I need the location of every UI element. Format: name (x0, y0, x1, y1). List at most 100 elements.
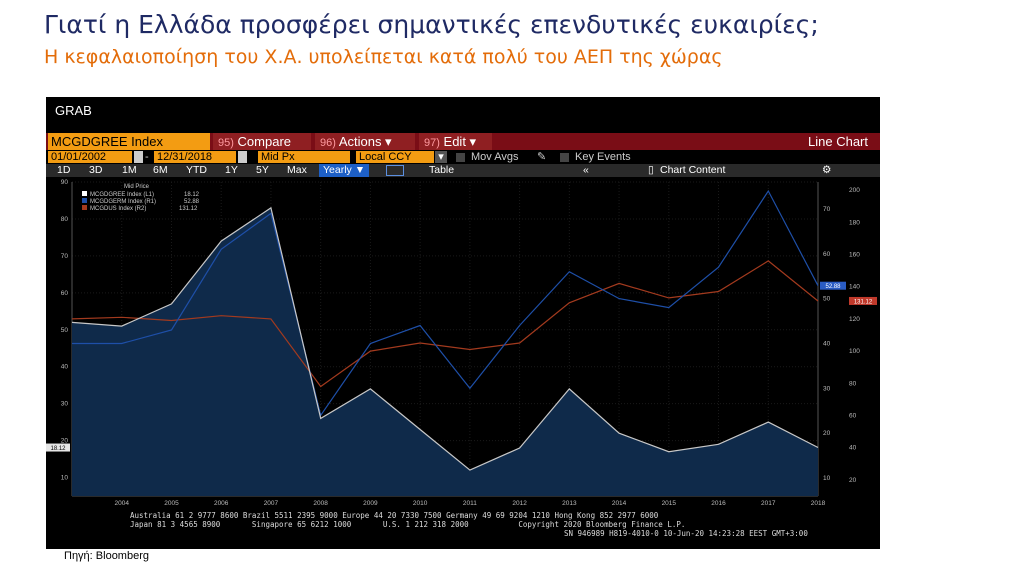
range-toolbar: 1D 3D 1M 6M YTD 1Y 5Y Max Yearly ▼ Table… (46, 164, 880, 177)
footer-line-3: SN 946989 H819-4010-0 10-Jun-20 14:23:28… (564, 529, 808, 538)
x-tick-label: 2016 (711, 500, 726, 507)
price-field-select[interactable]: Mid Px (258, 151, 350, 163)
right2-tick-label: 20 (849, 477, 857, 484)
x-tick-label: 2018 (811, 500, 826, 507)
us-last-badge-bg (849, 296, 877, 305)
edit-number: 97) (424, 137, 440, 149)
range-5y[interactable]: 5Y (256, 164, 269, 176)
actions-menu[interactable]: 96) Actions ▾ (315, 133, 415, 150)
mov-avgs-checkbox[interactable] (456, 153, 465, 162)
period-select[interactable]: Yearly ▼ (319, 164, 370, 177)
table-button[interactable]: Table (429, 164, 455, 176)
germany-last-badge-text: 52.88 (825, 284, 841, 290)
start-date-field[interactable]: 01/01/2002 (48, 151, 132, 163)
germany-last-badge-bg (820, 281, 846, 290)
right2-tick-label: 200 (849, 187, 860, 194)
left-tick-label: 20 (61, 438, 69, 445)
range-max[interactable]: Max (287, 164, 307, 176)
right2-tick-label: 60 (849, 412, 857, 419)
function-toolbar: MCGDGREE Index 95) Compare 96) Actions ▾… (46, 133, 880, 150)
chart-type-label: Line Chart (808, 134, 868, 149)
source-note: Πηγή: Bloomberg (64, 550, 149, 562)
collapse-icon[interactable]: « (583, 164, 589, 176)
range-ytd[interactable]: YTD (186, 164, 207, 176)
slide-title: Γιατί η Ελλάδα προσφέρει σημαντικές επεν… (44, 10, 819, 39)
legend: Mid Price MCGDGREE Index (L1) 18.12 MCGD… (82, 184, 200, 212)
legend-value-us: 131.12 (179, 206, 198, 212)
slide-subtitle: Η κεφαλαιοποίηση του Χ.Α. υπολείπεται κα… (44, 46, 723, 68)
greece-series-line (71, 206, 819, 471)
compare-label: Compare (237, 134, 291, 149)
legend-swatch-us (82, 205, 87, 210)
right1-tick-label: 60 (823, 251, 831, 258)
edit-menu[interactable]: 97) Edit ▾ (419, 133, 492, 150)
calendar-icon[interactable] (134, 151, 143, 163)
range-1m[interactable]: 1M (122, 164, 137, 176)
legend-label-germany: MCGDGERM Index (R1) (90, 199, 156, 205)
legend-value-germany: 52.88 (184, 199, 200, 205)
chevron-down-icon[interactable]: ▾ (435, 151, 447, 163)
gear-icon[interactable]: ⚙ (822, 164, 832, 176)
right2-tick-label: 120 (849, 316, 860, 323)
range-6m[interactable]: 6M (153, 164, 168, 176)
left-tick-label: 10 (61, 475, 69, 482)
footer-line-1: Australia 61 2 9777 8600 Brazil 5511 239… (130, 511, 659, 520)
right2-tick-label: 100 (849, 348, 860, 355)
x-tick-label: 2014 (612, 500, 627, 507)
line-chart-icon[interactable] (386, 165, 404, 176)
germany-last-badge: 52.88 (820, 281, 846, 290)
x-tick-label: 2005 (164, 500, 179, 507)
right2-tick-label: 40 (849, 445, 857, 452)
footer-line-2: Japan 81 3 4565 8900 Singapore 65 6212 1… (130, 520, 686, 529)
us-last-badge: 131.12 (849, 296, 877, 305)
left-tick-label: 90 (61, 179, 69, 186)
key-events-checkbox[interactable] (560, 153, 569, 162)
right2-tick-label: 80 (849, 380, 857, 387)
grab-header: GRAB (55, 103, 92, 118)
chart-content-button[interactable]: Chart Content (660, 164, 726, 176)
left-tick-label: 30 (61, 401, 69, 408)
left-tick-label: 40 (61, 364, 69, 371)
compare-button[interactable]: 95) Compare (213, 133, 311, 150)
currency-select[interactable]: Local CCY (356, 151, 434, 163)
right2-tick-label: 180 (849, 219, 860, 226)
mov-avgs-label: Mov Avgs (471, 151, 519, 163)
end-date-field[interactable]: 12/31/2018 (154, 151, 236, 163)
right1-tick-label: 10 (823, 475, 831, 482)
range-1d[interactable]: 1D (57, 164, 71, 176)
x-tick-label: 2009 (363, 500, 378, 507)
actions-number: 96) (320, 137, 336, 149)
x-tick-label: 2010 (413, 500, 428, 507)
greece-last-badge: 18.12 (46, 443, 70, 452)
x-tick-label: 2008 (313, 500, 328, 507)
germany-series-line (72, 189, 819, 417)
right1-tick-label: 30 (823, 385, 831, 392)
date-separator: - (145, 151, 149, 163)
x-tick-label: 2004 (114, 500, 129, 507)
left-tick-label: 60 (61, 290, 69, 297)
legend-value-greece: 18.12 (184, 192, 200, 198)
right2-tick-label: 160 (849, 251, 860, 258)
x-tick-label: 2007 (264, 500, 279, 507)
left-tick-label: 80 (61, 216, 69, 223)
right1-tick-label: 50 (823, 296, 831, 303)
legend-title: Mid Price (124, 184, 150, 190)
right1-tick-label: 40 (823, 340, 831, 347)
legend-swatch-greece (82, 191, 87, 196)
range-3d[interactable]: 3D (89, 164, 103, 176)
range-1y[interactable]: 1Y (225, 164, 238, 176)
bloomberg-terminal: GRAB MCGDGREE Index 95) Compare 96) Acti… (46, 97, 880, 549)
legend-label-greece: MCGDGREE Index (L1) (90, 192, 154, 198)
x-tick-label: 2017 (761, 500, 776, 507)
pencil-icon[interactable]: ✎ (537, 151, 547, 163)
legend-swatch-germany (82, 198, 87, 203)
x-tick-label: 2015 (662, 500, 677, 507)
greece-area (72, 207, 818, 496)
line-chart: 2004 2005 2006 2007 2008 2009 2010 2011 2012 2013… (46, 179, 877, 507)
ticker-field[interactable]: MCGDGREE Index (48, 133, 210, 150)
calendar-icon[interactable] (238, 151, 247, 163)
parameter-toolbar: 01/01/2002 - 12/31/2018 Mid Px Local CCY… (46, 151, 880, 164)
us-series-line (71, 260, 819, 388)
right2-tick-label: 140 (849, 284, 860, 291)
compare-number: 95) (218, 137, 234, 149)
